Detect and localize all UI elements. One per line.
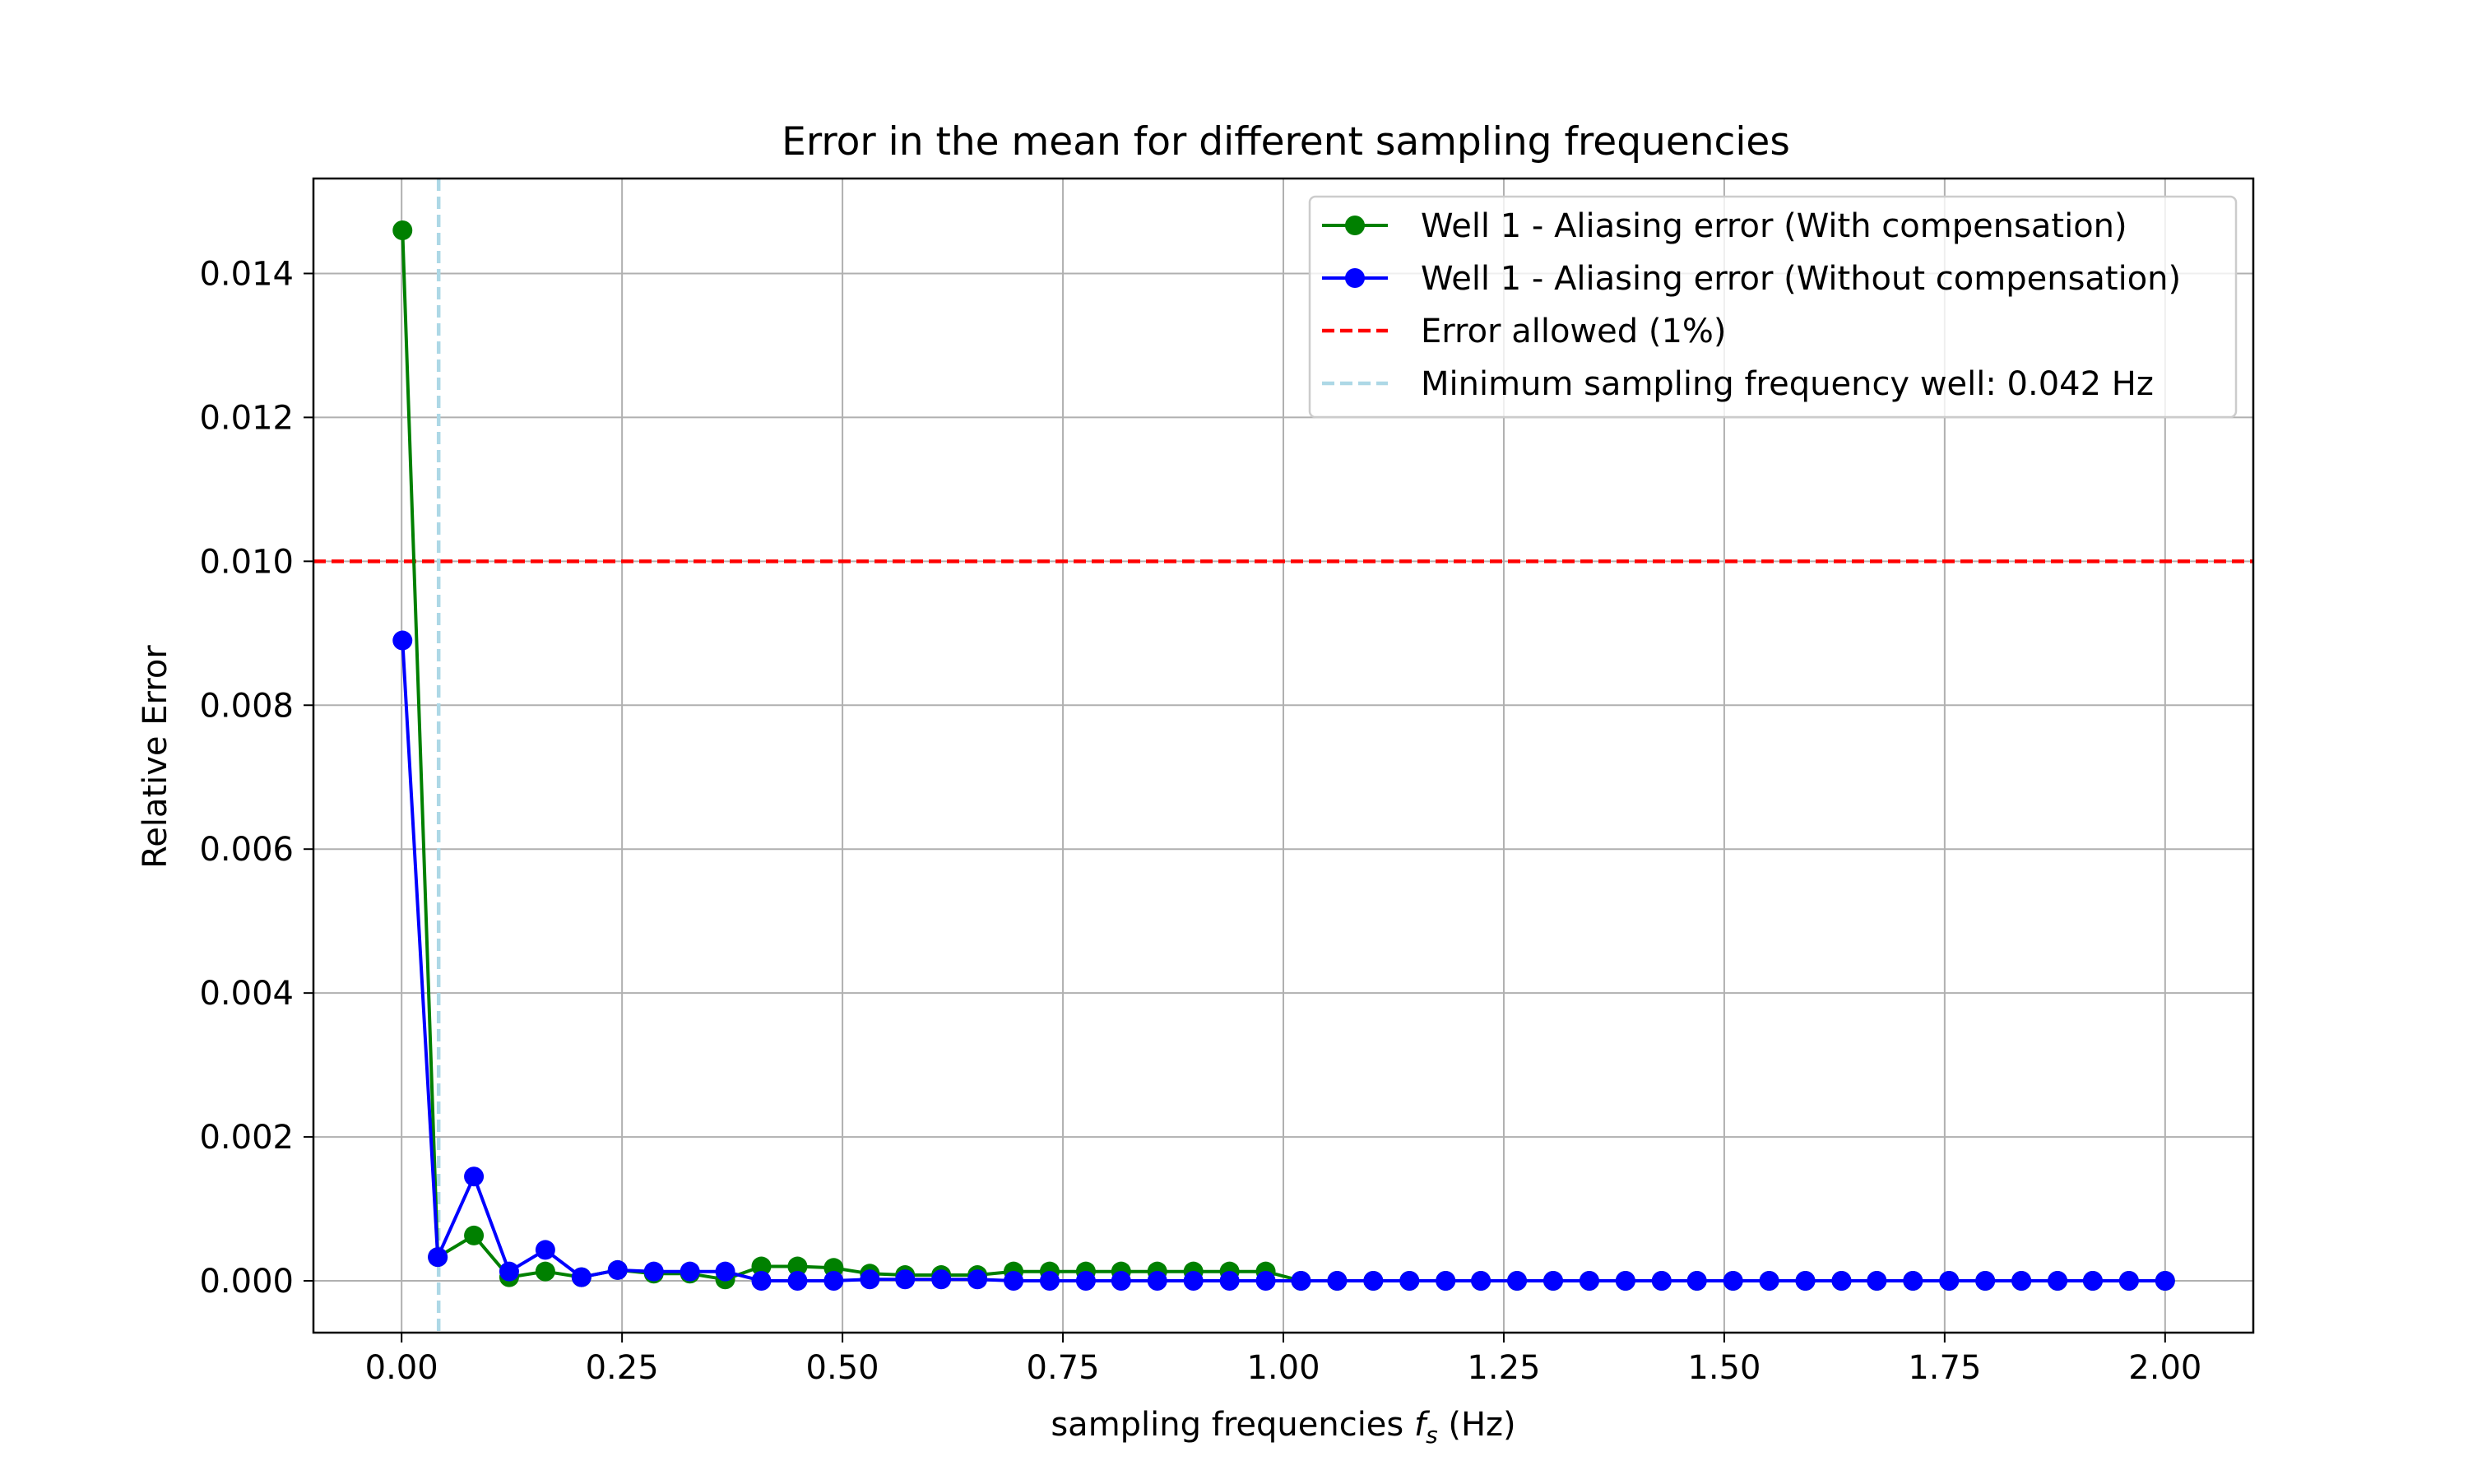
data-point — [680, 1261, 700, 1282]
data-point — [1507, 1271, 1528, 1292]
data-point — [895, 1269, 916, 1290]
data-point — [1327, 1271, 1348, 1292]
x-axis-label-prefix: sampling frequencies — [1051, 1406, 1414, 1444]
data-point — [787, 1271, 808, 1292]
y-tick-label: 0.008 — [199, 687, 294, 725]
x-tick-label: 0.25 — [586, 1349, 659, 1387]
data-point — [2118, 1271, 2139, 1292]
data-point — [1831, 1271, 1852, 1292]
data-point — [715, 1261, 735, 1282]
x-axis-label-suffix: (Hz) — [1438, 1406, 1516, 1444]
y-tick-label: 0.000 — [199, 1263, 294, 1301]
data-point — [392, 220, 413, 240]
data-point — [1686, 1271, 1707, 1292]
legend: Well 1 - Aliasing error (With compensati… — [1308, 195, 2238, 419]
data-point — [931, 1269, 952, 1290]
data-point — [571, 1267, 591, 1287]
legend-marker-with-compensation — [1345, 216, 1365, 235]
data-point — [823, 1271, 844, 1292]
data-point — [1723, 1271, 1743, 1292]
data-point — [1795, 1271, 1816, 1292]
data-point — [1867, 1271, 1887, 1292]
legend-label-without-compensation: Well 1 - Aliasing error (Without compens… — [1421, 260, 2181, 298]
data-point — [535, 1240, 555, 1260]
data-point — [751, 1256, 772, 1277]
data-point — [2155, 1271, 2175, 1292]
x-axis-label: sampling frequencies fs (Hz) — [1051, 1406, 1515, 1449]
data-point — [1075, 1271, 1096, 1292]
y-tick-label: 0.010 — [199, 543, 294, 581]
legend-box — [1308, 195, 2238, 419]
legend-label-error-allowed: Error allowed (1%) — [1421, 313, 1727, 350]
x-tick-label: 0.50 — [806, 1349, 879, 1387]
y-axis: 0.000 0.002 0.004 0.006 0.008 0.010 0.012 0.014 — [199, 255, 313, 1301]
data-point — [1471, 1271, 1491, 1292]
y-tick-label: 0.004 — [199, 975, 294, 1013]
data-point — [1615, 1271, 1635, 1292]
x-tick-label: 1.00 — [1246, 1349, 1320, 1387]
data-point — [1579, 1271, 1599, 1292]
data-point — [1975, 1271, 1996, 1292]
x-tick-label: 1.75 — [1908, 1349, 1981, 1387]
x-axis: 0.00 0.25 0.50 0.75 1.00 1.25 1.50 1.75 2.00 — [365, 1333, 2201, 1387]
data-point — [1542, 1271, 1563, 1292]
data-series — [392, 220, 2175, 1292]
data-point — [428, 1247, 448, 1268]
data-point — [751, 1271, 772, 1292]
x-tick-label: 1.50 — [1687, 1349, 1761, 1387]
data-point — [464, 1225, 485, 1245]
data-point — [1291, 1271, 1311, 1292]
x-tick-label: 2.00 — [2128, 1349, 2201, 1387]
data-point — [2048, 1271, 2068, 1292]
y-tick-label: 0.002 — [199, 1119, 294, 1157]
x-tick-label: 0.75 — [1027, 1349, 1100, 1387]
data-point — [1219, 1271, 1240, 1292]
data-point — [392, 630, 413, 651]
data-point — [1363, 1271, 1384, 1292]
data-point — [1903, 1271, 1923, 1292]
data-point — [1399, 1271, 1420, 1292]
data-point — [1255, 1271, 1276, 1292]
data-point — [1039, 1271, 1060, 1292]
data-point — [535, 1261, 555, 1282]
y-axis-label: Relative Error — [137, 645, 174, 869]
y-tick-label: 0.006 — [199, 831, 294, 869]
data-point — [2011, 1271, 2032, 1292]
x-tick-label: 1.25 — [1467, 1349, 1540, 1387]
legend-marker-without-compensation — [1345, 268, 1365, 288]
data-point — [1939, 1271, 1960, 1292]
data-point — [607, 1259, 628, 1280]
reference-lines — [313, 179, 2253, 1333]
data-point — [643, 1261, 664, 1282]
data-point — [1759, 1271, 1779, 1292]
x-axis-label-subscript: s — [1426, 1421, 1438, 1449]
y-tick-label: 0.012 — [199, 399, 294, 437]
data-point — [1183, 1271, 1204, 1292]
data-point — [1147, 1271, 1167, 1292]
data-point — [1651, 1271, 1672, 1292]
data-point — [2082, 1271, 2103, 1292]
data-point — [1436, 1271, 1456, 1292]
legend-label-with-compensation: Well 1 - Aliasing error (With compensati… — [1421, 207, 2127, 245]
data-point — [499, 1261, 519, 1282]
data-point — [464, 1166, 485, 1187]
data-point — [1111, 1271, 1131, 1292]
x-tick-label: 0.00 — [365, 1349, 438, 1387]
data-point — [1004, 1271, 1024, 1292]
legend-label-min-sampling-frequency: Minimum sampling frequency well: 0.042 H… — [1421, 365, 2154, 403]
data-point — [967, 1269, 988, 1290]
chart-title: Error in the mean for different sampling… — [782, 119, 1790, 165]
data-point — [860, 1269, 880, 1290]
data-point — [787, 1256, 808, 1277]
y-tick-label: 0.014 — [199, 255, 294, 293]
series-without-compensation — [392, 630, 2175, 1292]
